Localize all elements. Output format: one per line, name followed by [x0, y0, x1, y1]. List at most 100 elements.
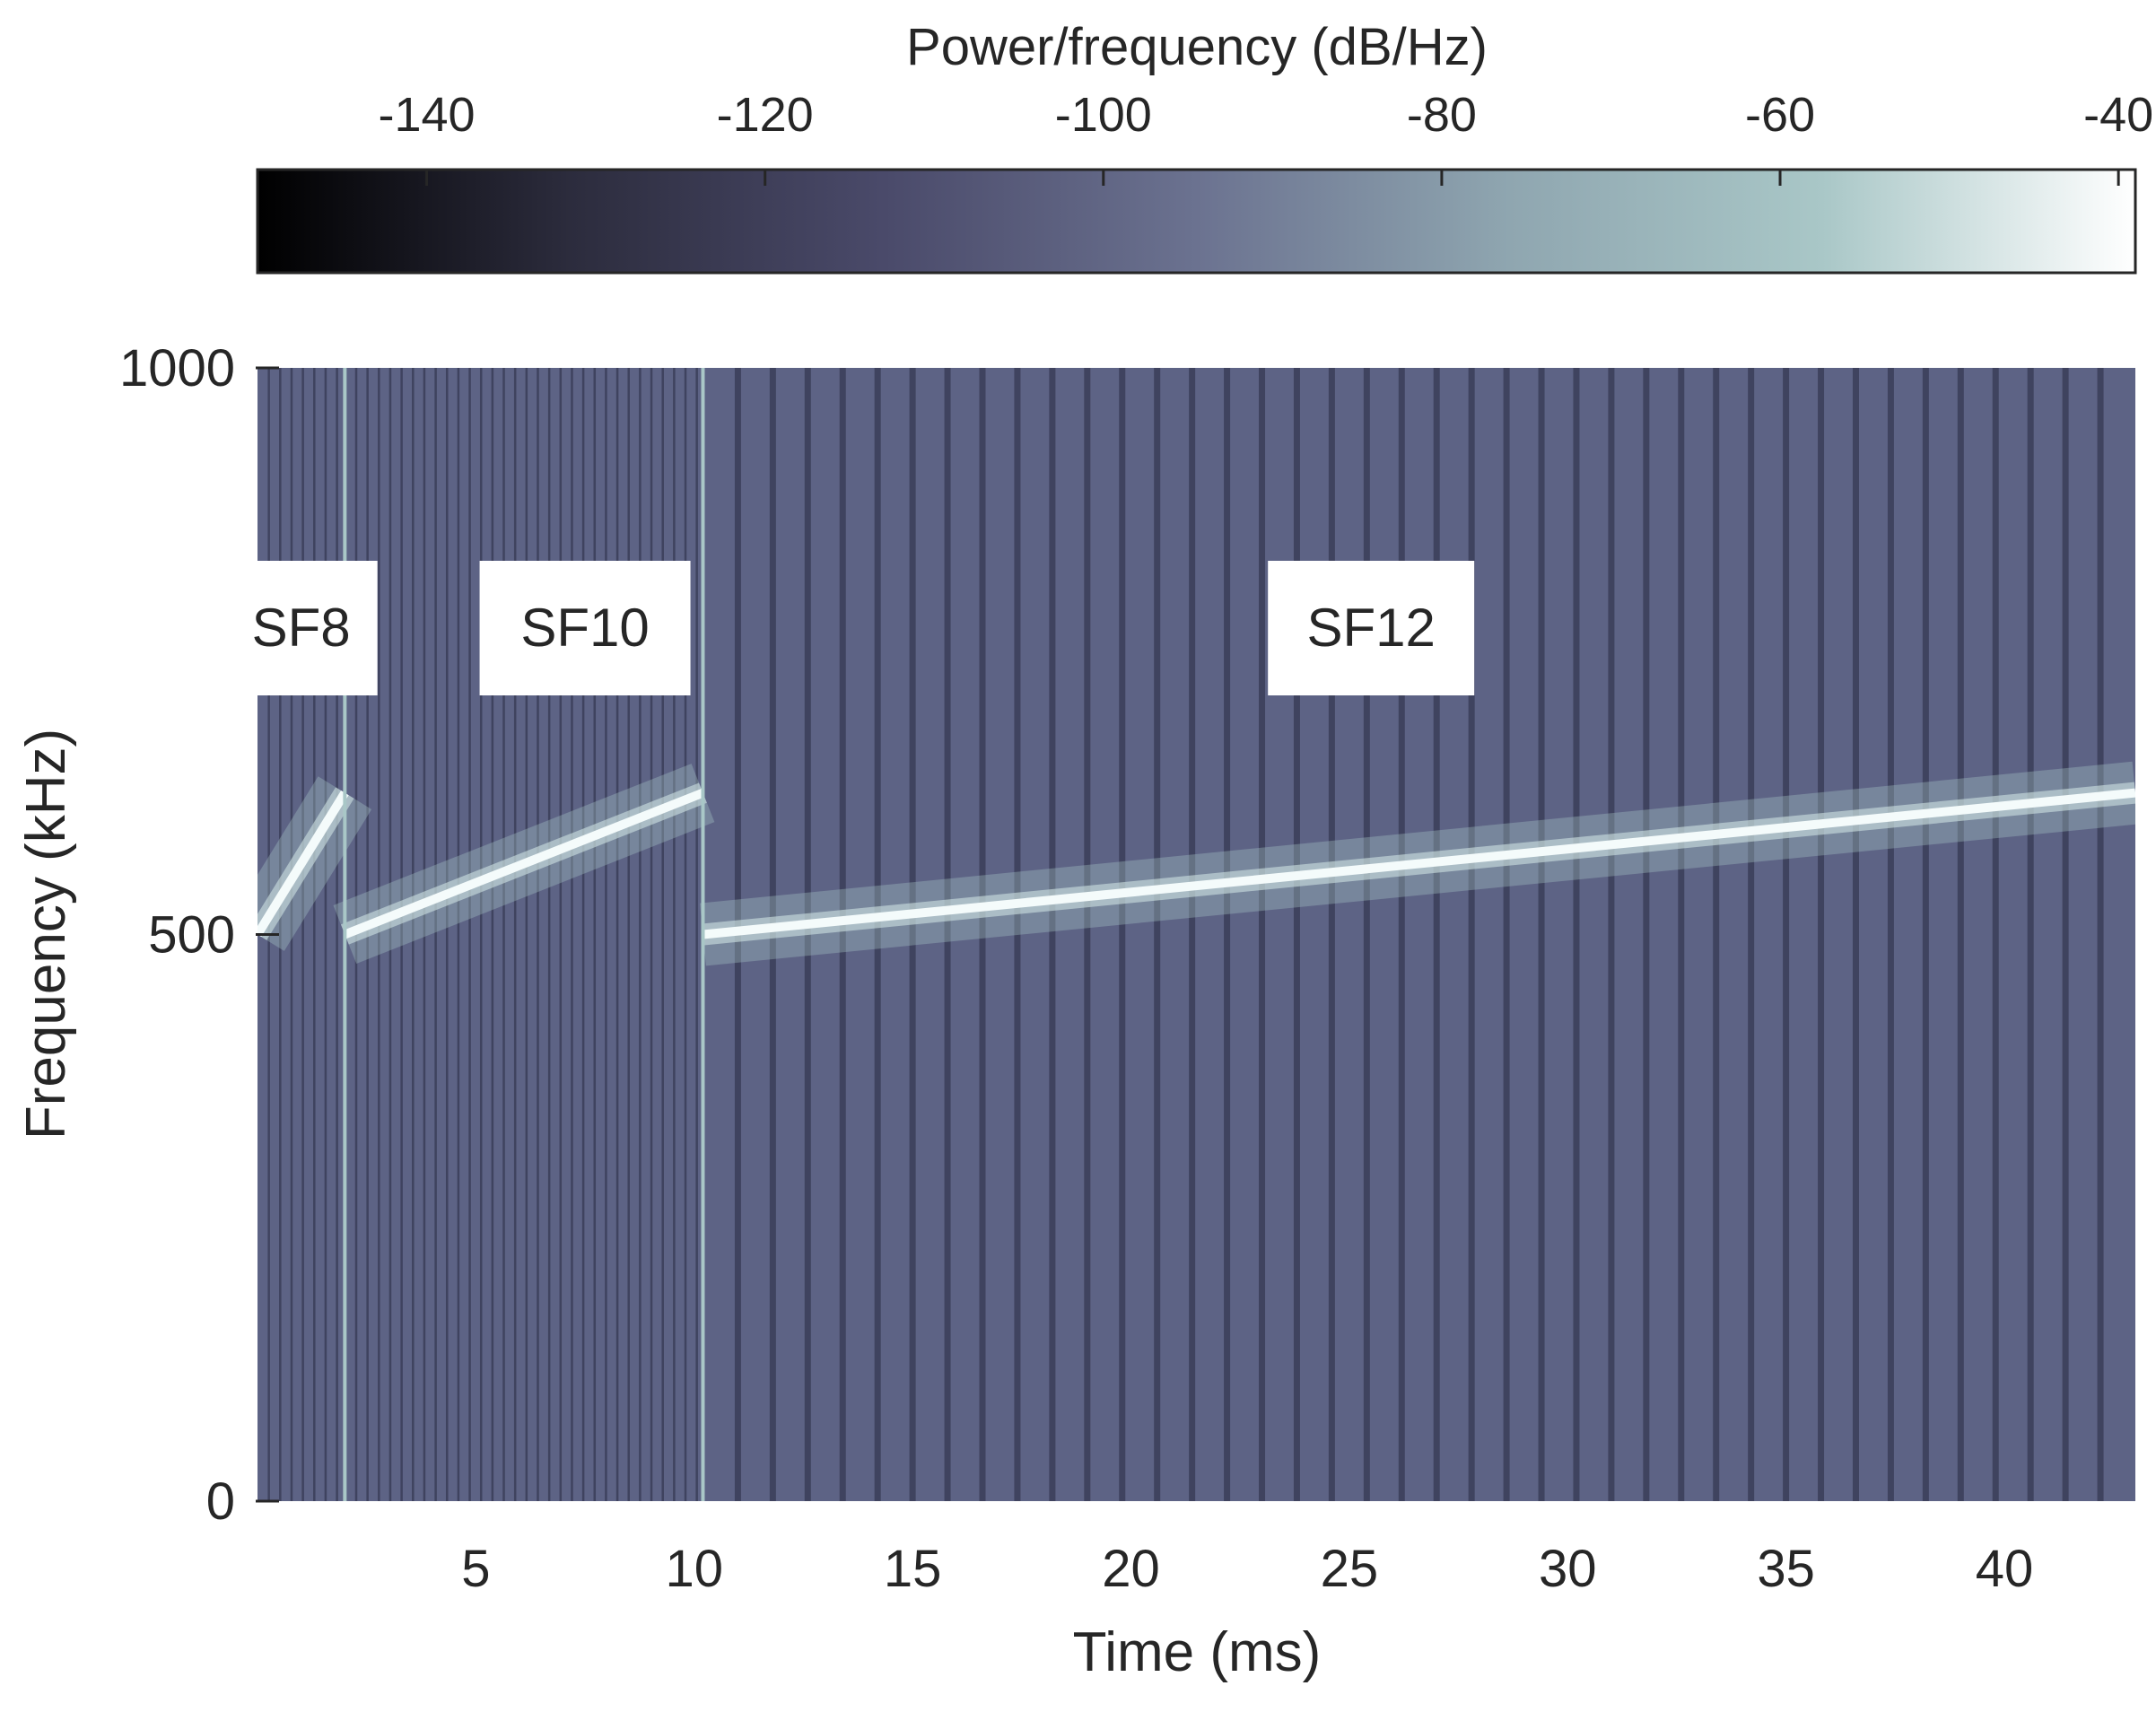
- symbol-stripe: [1014, 368, 1021, 1501]
- x-tick-label: 30: [1539, 1540, 1597, 1598]
- x-axis-label: Time (ms): [1073, 1621, 1322, 1683]
- symbol-stripe: [457, 368, 460, 1501]
- symbol-stripe: [525, 368, 528, 1501]
- symbol-stripe: [2097, 368, 2104, 1501]
- symbol-stripe: [593, 368, 597, 1501]
- symbol-stripe: [839, 368, 846, 1501]
- symbol-stripe: [336, 368, 338, 1501]
- symbol-stripe: [661, 368, 664, 1501]
- symbol-stripe: [874, 368, 881, 1501]
- annotation-box: [479, 561, 691, 695]
- symbol-stripe: [1643, 368, 1650, 1501]
- colorbar-tick-labels: -140 -120 -100 -80 -60 -40: [379, 88, 2154, 142]
- symbol-stripe: [1678, 368, 1685, 1501]
- y-axis: 0 500 1000: [119, 339, 279, 1531]
- x-tick-label: 15: [884, 1540, 942, 1598]
- symbol-stripe: [547, 368, 551, 1501]
- x-tick-label: 20: [1102, 1540, 1160, 1598]
- symbol-stripe: [301, 368, 304, 1501]
- symbol-stripe: [2062, 368, 2069, 1501]
- y-axis-label: Frequency (kHz): [15, 729, 77, 1140]
- symbol-stripe: [581, 368, 585, 1501]
- symbol-stripe: [1887, 368, 1894, 1501]
- symbol-stripe: [650, 368, 653, 1501]
- symbol-stripe: [1293, 368, 1300, 1501]
- symbol-stripe: [1608, 368, 1615, 1501]
- symbol-stripe: [979, 368, 986, 1501]
- colorbar-tick-label: -80: [1407, 88, 1477, 142]
- colorbar-label: Power/frequency (dB/Hz): [906, 18, 1488, 76]
- symbol-stripe: [639, 368, 642, 1501]
- symbol-stripe: [1328, 368, 1335, 1501]
- colorbar-tick-label: -100: [1055, 88, 1152, 142]
- chirp-line: [702, 788, 2135, 939]
- symbol-stripe: [412, 368, 415, 1501]
- symbol-stripe: [695, 368, 698, 1501]
- y-tick-label: 1000: [119, 339, 235, 397]
- y-tick-label: 500: [148, 906, 235, 965]
- symbol-stripe: [627, 368, 630, 1501]
- chirp-line: [343, 788, 705, 939]
- symbol-stripe: [684, 368, 687, 1501]
- symbol-stripe: [1783, 368, 1790, 1501]
- x-tick-label: 40: [1976, 1540, 2034, 1598]
- chirp-line: [257, 790, 349, 938]
- symbol-stripe: [1224, 368, 1231, 1501]
- annotation-label: SF10: [520, 598, 649, 658]
- symbol-stripe: [479, 368, 483, 1501]
- symbol-stripe: [468, 368, 471, 1501]
- symbol-stripe: [571, 368, 573, 1501]
- symbol-stripe: [1398, 368, 1405, 1501]
- symbol-stripe: [559, 368, 563, 1501]
- symbol-stripe: [1957, 368, 1964, 1501]
- symbol-stripe: [279, 368, 282, 1501]
- annotation-box: [224, 561, 378, 695]
- symbol-stripe: [400, 368, 403, 1501]
- chirp-lines: [257, 368, 2135, 1501]
- colorbar-tick-label: -40: [2083, 88, 2153, 142]
- symbol-stripe: [1433, 368, 1440, 1501]
- symbol-stripe: [434, 368, 437, 1501]
- symbol-stripe: [388, 368, 392, 1501]
- symbol-stripe: [1119, 368, 1126, 1501]
- annotation-label: SF12: [1306, 598, 1435, 658]
- symbol-stripe: [1573, 368, 1580, 1501]
- symbol-stripe: [1363, 368, 1370, 1501]
- x-tick-label: 5: [461, 1540, 490, 1598]
- symbol-stripe: [1852, 368, 1859, 1501]
- x-tick-label: 35: [1757, 1540, 1815, 1598]
- symbol-stripe: [673, 368, 676, 1501]
- segment-annotations: SF8 SF10 SF12: [224, 561, 1475, 695]
- symbol-stripe: [1818, 368, 1825, 1501]
- symbol-stripe: [502, 368, 505, 1501]
- symbol-stripe: [1538, 368, 1545, 1501]
- colorbar: [256, 168, 2137, 275]
- symbol-stripe: [1084, 368, 1091, 1501]
- x-tick-label: 25: [1321, 1540, 1379, 1598]
- symbol-stripe: [944, 368, 951, 1501]
- annotation-box: [1268, 561, 1475, 695]
- symbol-stripe: [1049, 368, 1056, 1501]
- symbol-stripe: [1922, 368, 1929, 1501]
- symbol-stripe: [1992, 368, 1999, 1501]
- annotation-label: SF8: [252, 598, 351, 658]
- x-axis: 5 10 15 20 25 30 35 40: [461, 1540, 2033, 1598]
- colorbar-tick-label: -140: [379, 88, 476, 142]
- symbol-stripe: [324, 368, 327, 1501]
- colorbar-ticks: [425, 170, 2120, 186]
- symbol-stripe: [1468, 368, 1475, 1501]
- colorbar-tick-label: -60: [1745, 88, 1815, 142]
- symbol-stripe: [1189, 368, 1196, 1501]
- symbol-stripe: [537, 368, 539, 1501]
- symbol-stripe: [445, 368, 449, 1501]
- symbol-stripe: [423, 368, 426, 1501]
- symbol-stripe: [378, 368, 380, 1501]
- symbol-stripe: [1259, 368, 1266, 1501]
- symbol-stripe: [313, 368, 316, 1501]
- symbol-stripe: [1748, 368, 1755, 1501]
- y-tick-label: 0: [206, 1472, 235, 1531]
- symbol-stripe: [1713, 368, 1720, 1501]
- colorbar-tick-label: -120: [717, 88, 814, 142]
- symbol-stripe: [605, 368, 607, 1501]
